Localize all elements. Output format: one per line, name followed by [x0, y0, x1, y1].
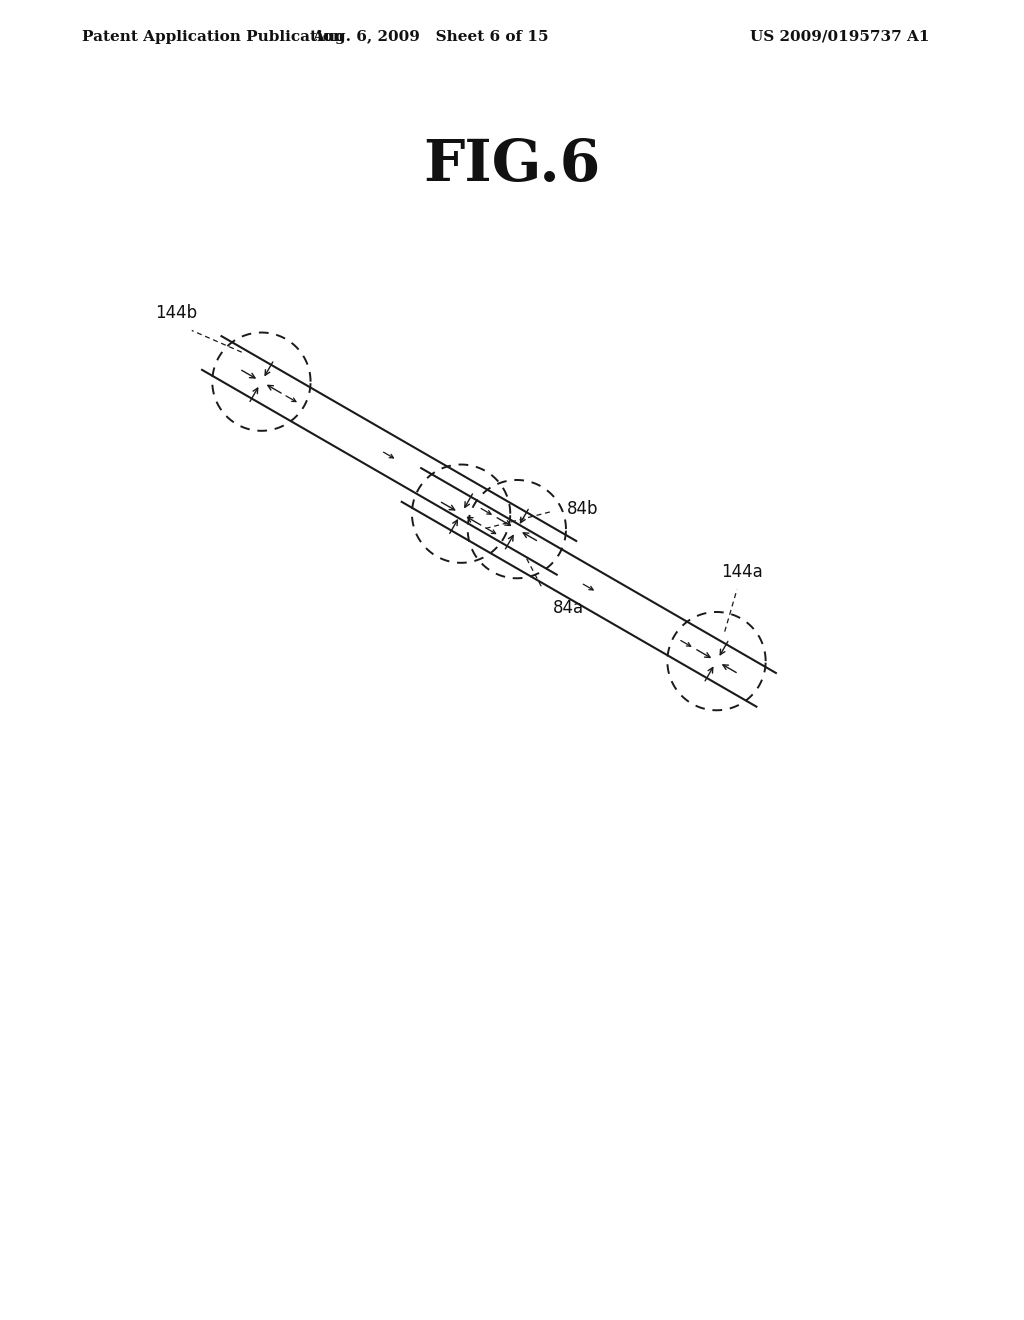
Text: 144b: 144b — [156, 305, 198, 322]
Text: 84a: 84a — [553, 599, 584, 616]
Text: Aug. 6, 2009   Sheet 6 of 15: Aug. 6, 2009 Sheet 6 of 15 — [312, 30, 548, 44]
Text: 84b: 84b — [566, 499, 598, 517]
Text: US 2009/0195737 A1: US 2009/0195737 A1 — [750, 30, 930, 44]
Text: FIG.6: FIG.6 — [423, 137, 601, 193]
Text: 144a: 144a — [721, 564, 763, 581]
Text: Patent Application Publication: Patent Application Publication — [82, 30, 344, 44]
